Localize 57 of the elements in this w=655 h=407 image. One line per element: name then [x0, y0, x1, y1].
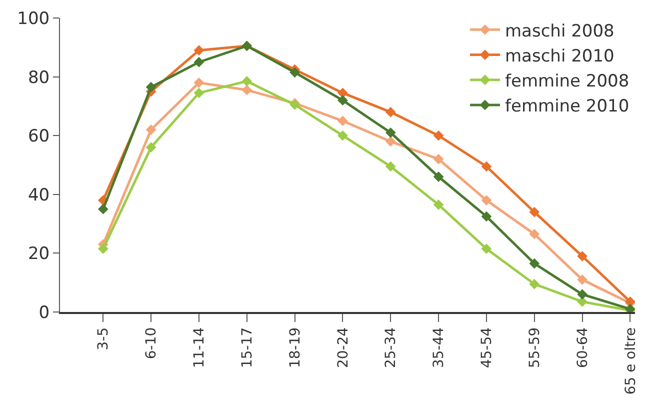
- legend-label: maschi 2010: [505, 46, 614, 66]
- point: [577, 289, 588, 300]
- point: [385, 106, 396, 118]
- x-tick-label: 20-24: [335, 327, 352, 368]
- legend-label: maschi 2008: [505, 21, 614, 42]
- point: [385, 136, 396, 147]
- point: [481, 161, 492, 172]
- point: [194, 45, 204, 56]
- x-tick-label: 65 e oltre: [622, 327, 639, 395]
- point: [146, 124, 156, 135]
- x-tick-label: 35-44: [431, 327, 448, 368]
- point: [433, 130, 444, 141]
- point: [481, 211, 492, 222]
- point: [577, 296, 588, 307]
- y-tick-label: 20: [28, 244, 50, 264]
- point: [338, 116, 348, 126]
- x-tick-label: 55-59: [526, 327, 543, 368]
- point: [481, 244, 492, 254]
- point: [146, 142, 156, 153]
- point: [98, 244, 108, 254]
- point: [577, 274, 588, 285]
- point: [529, 228, 540, 240]
- x-tick-label: 6-10: [144, 327, 160, 360]
- y-tick-label: 0: [38, 302, 50, 323]
- point: [529, 206, 540, 218]
- legend-label: femmine 2010: [505, 96, 630, 117]
- point: [242, 76, 252, 86]
- point: [433, 199, 444, 210]
- point: [98, 204, 108, 214]
- y-tick-label: 40: [28, 185, 50, 206]
- x-tick-label: 15-17: [239, 327, 256, 368]
- point: [529, 258, 540, 269]
- point: [338, 130, 348, 141]
- point: [338, 95, 348, 106]
- y-tick-label: 80: [28, 68, 50, 88]
- x-tick-label: 11-14: [192, 327, 208, 368]
- point: [385, 127, 396, 138]
- x-tick-label: 25-34: [383, 327, 400, 368]
- point: [529, 278, 540, 290]
- legend-label: femmine 2008: [505, 72, 630, 92]
- point: [577, 250, 588, 262]
- point: [290, 67, 300, 78]
- point: [194, 77, 204, 88]
- x-tick-label: 45-54: [479, 327, 496, 368]
- y-tick-label: 100: [17, 8, 50, 29]
- x-tick-label: 18-19: [287, 327, 304, 368]
- point: [433, 172, 444, 182]
- x-tick-label: 3-5: [96, 327, 112, 350]
- y-tick-label: 60: [28, 126, 50, 147]
- point: [194, 88, 204, 98]
- x-tick-label: 60-64: [574, 327, 591, 368]
- point: [481, 195, 492, 206]
- point: [242, 84, 252, 96]
- point: [433, 154, 444, 164]
- point: [146, 82, 156, 92]
- point: [194, 56, 204, 68]
- point: [385, 161, 396, 172]
